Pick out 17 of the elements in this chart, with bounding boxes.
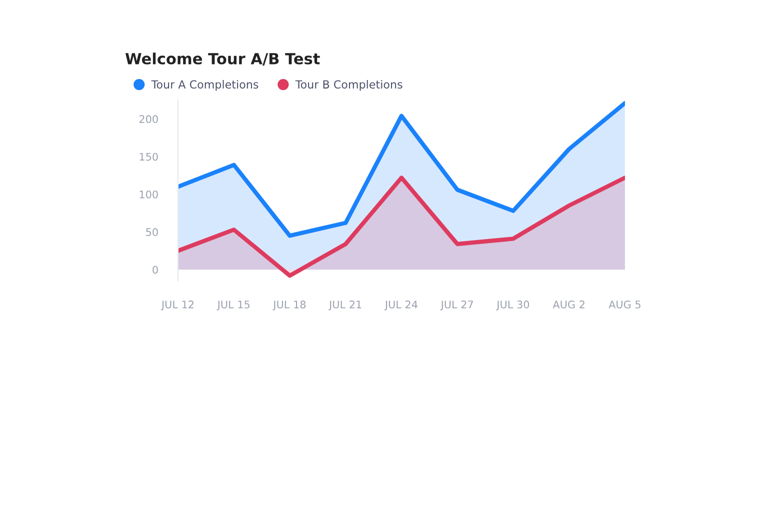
x-tick-label: AUG 2 [552, 300, 584, 308]
x-tick-label: JUL 12 [160, 300, 194, 310]
y-tick-label: 50 [146, 228, 158, 236]
x-tick-label: JUL 30 [496, 300, 530, 310]
x-tick-label: JUL 18 [272, 300, 306, 310]
y-tick-label: 100 [140, 190, 158, 198]
y-tick-label: 150 [140, 152, 158, 161]
legend-label: Tour B Completions [295, 80, 402, 91]
x-tick-label: JUL 27 [440, 300, 473, 310]
y-tick-label: 0 [152, 266, 158, 274]
chart-title: Welcome Tour A/B Test [125, 52, 320, 66]
x-tick-label: JUL 21 [328, 300, 362, 310]
x-tick-label: JUL 24 [384, 300, 418, 310]
y-tick-label: 200 [139, 115, 158, 124]
x-tick-label: AUG 5 [608, 300, 640, 308]
legend-label: Tour A Completions [151, 80, 258, 91]
x-tick-label: JUL 15 [216, 300, 250, 310]
